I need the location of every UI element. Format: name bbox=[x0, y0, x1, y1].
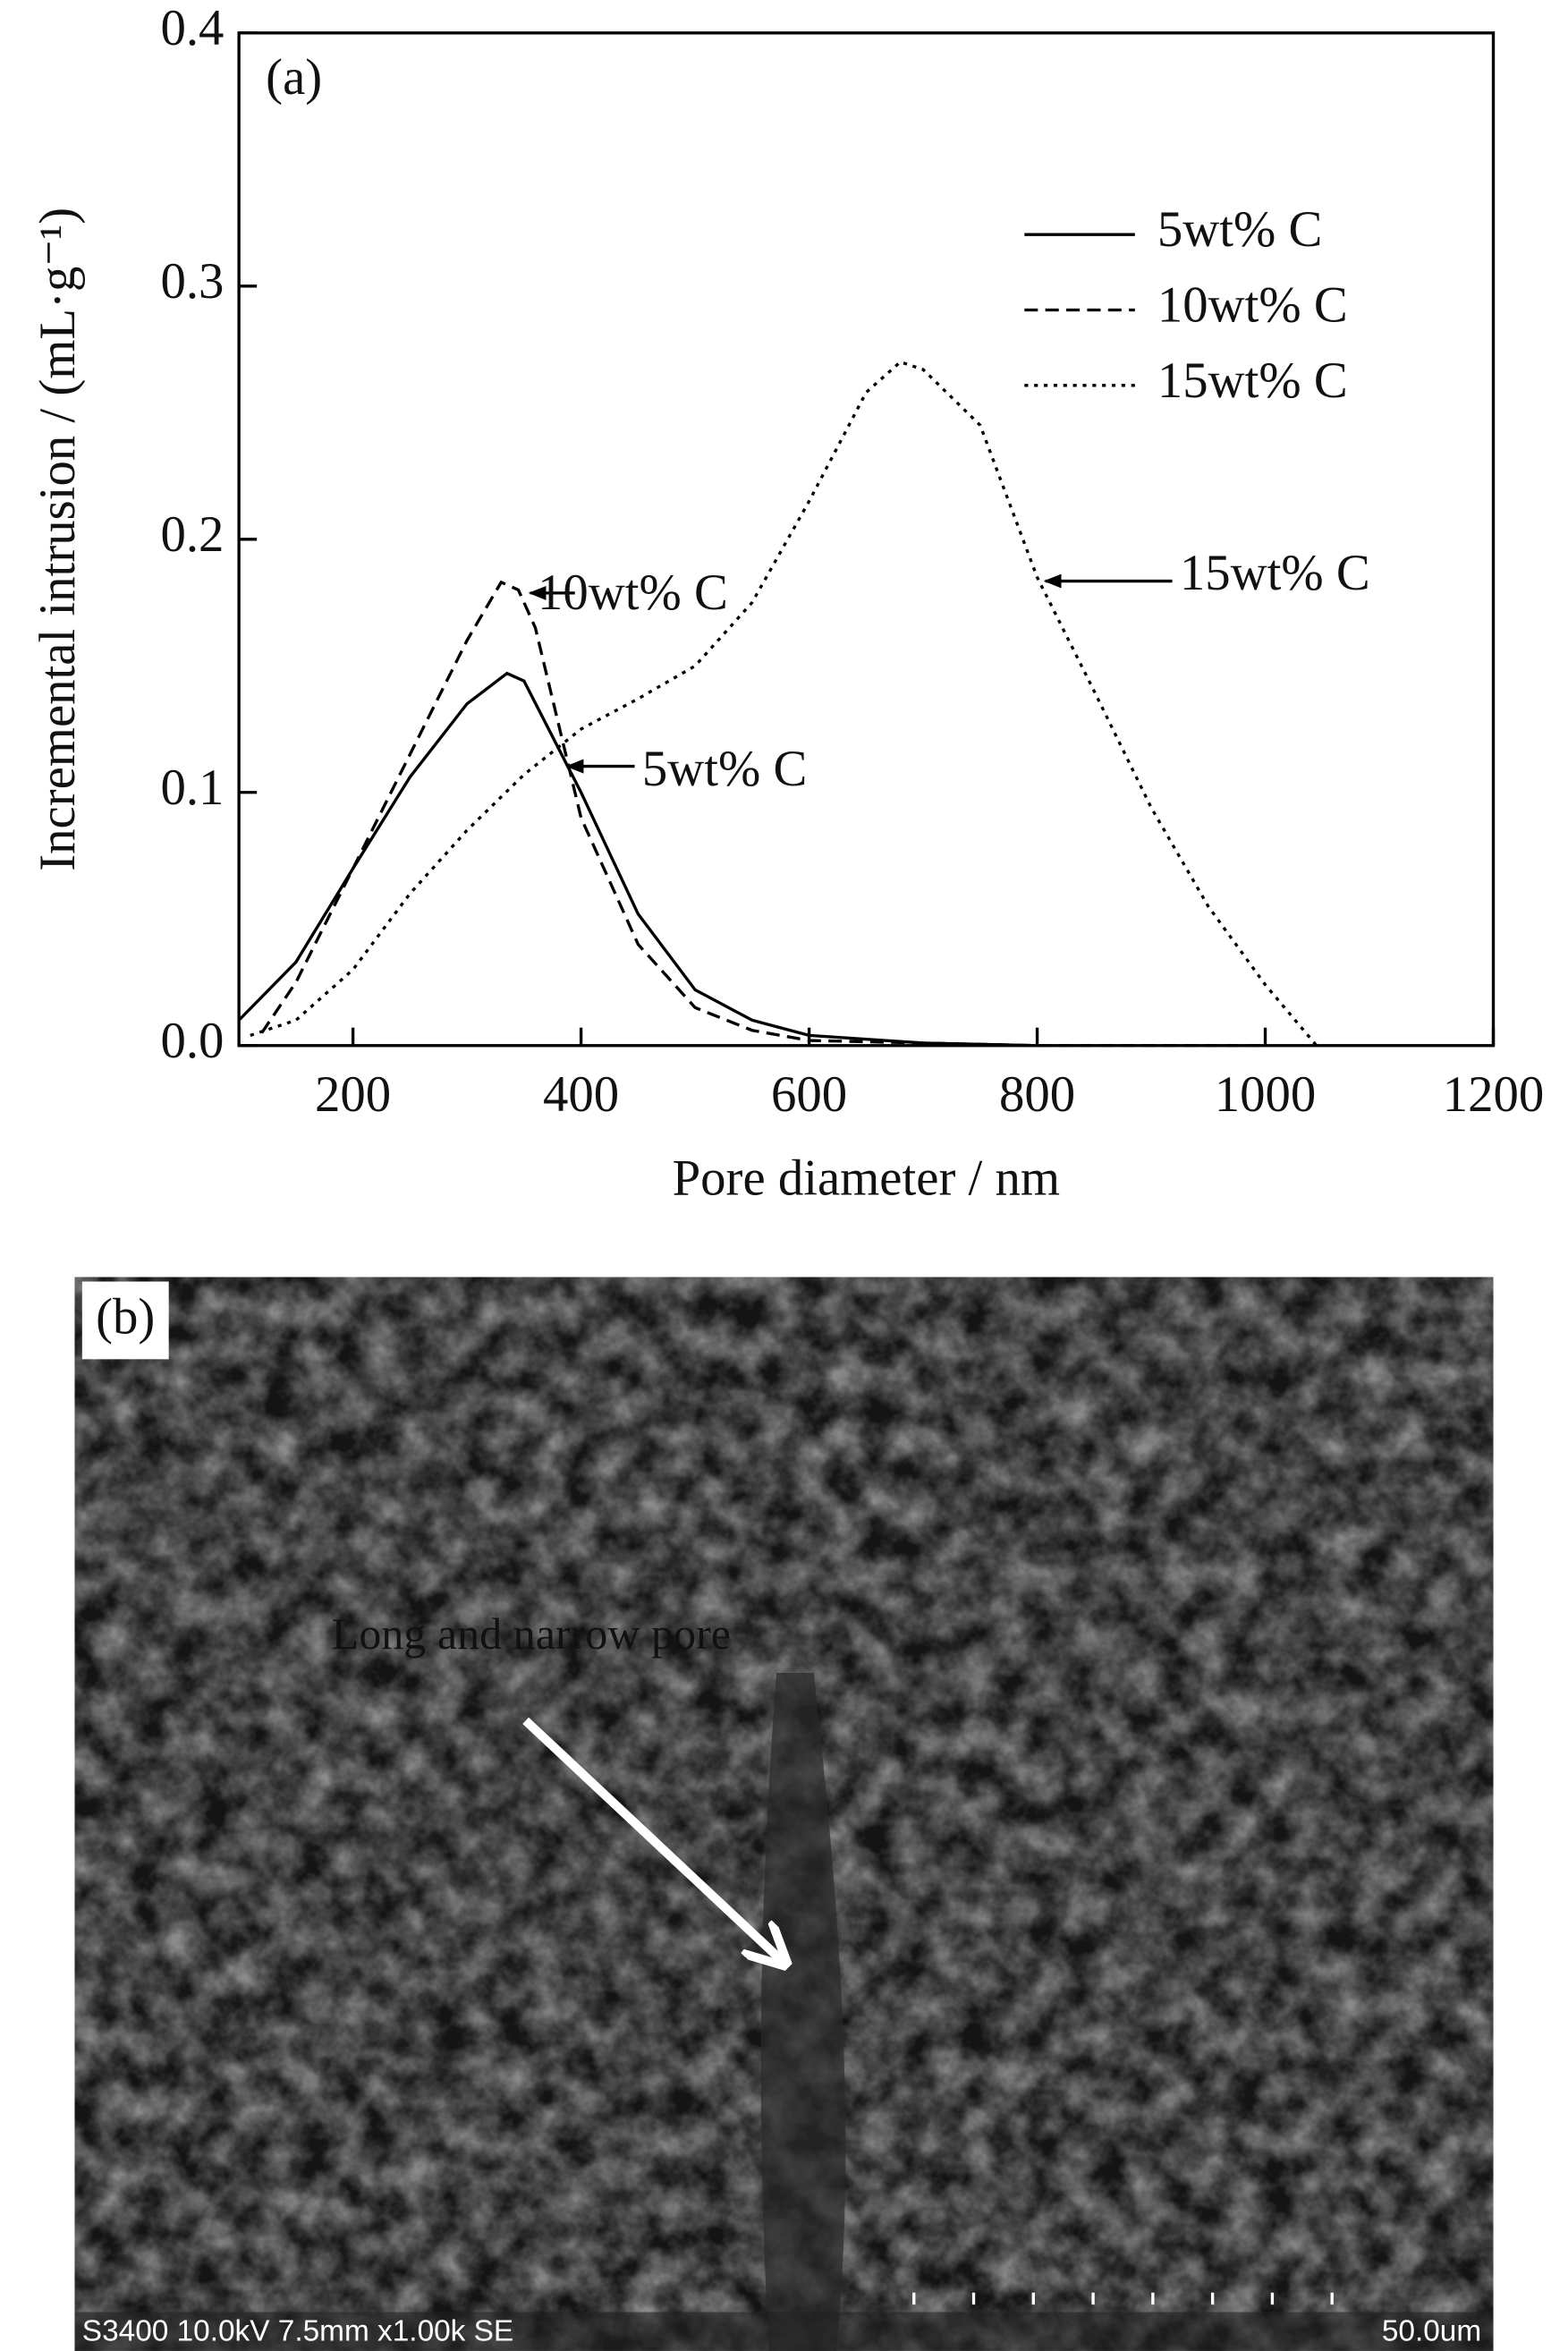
x-tick-label: 1000 bbox=[1215, 1066, 1317, 1123]
legend-label: 10wt% C bbox=[1157, 277, 1348, 334]
x-tick-label: 1200 bbox=[1443, 1066, 1545, 1123]
pore bbox=[760, 1672, 846, 2351]
annotation: 15wt% C bbox=[1180, 545, 1370, 601]
annotation: 10wt% C bbox=[538, 564, 728, 621]
scale-text: 50.0um bbox=[1382, 2315, 1481, 2348]
info-text: S3400 10.0kV 7.5mm x1.00k SE bbox=[82, 2315, 513, 2348]
x-axis-label: Pore diameter / nm bbox=[673, 1150, 1060, 1206]
plot-a: 200 400 600 800 1000 1200 0.0 0.1 0.2 0.3 0.4 Pore … bbox=[30, 0, 1544, 1206]
y-tick-label: 0.3 bbox=[160, 253, 224, 310]
annotation-arrow bbox=[522, 1717, 785, 1964]
y-tick-label: 0.4 bbox=[160, 0, 224, 56]
scale-bar bbox=[912, 2292, 1334, 2305]
y-tick-label: 0.1 bbox=[160, 760, 224, 816]
y-tick-label: 0.0 bbox=[160, 1013, 224, 1069]
y-tick-label: 0.2 bbox=[160, 506, 224, 563]
panel-label-box bbox=[81, 1281, 169, 1360]
series-line bbox=[260, 580, 1266, 1048]
x-tick-label: 800 bbox=[999, 1066, 1075, 1123]
y-axis-label: Incremental intrusion / (mL·g⁻¹) bbox=[30, 208, 86, 871]
annotation: Long and narrow pore bbox=[332, 1608, 731, 1659]
legend-label: 15wt% C bbox=[1157, 352, 1348, 409]
series-line bbox=[237, 671, 1038, 1048]
panel-label: (a) bbox=[266, 49, 322, 106]
x-tick-label: 400 bbox=[543, 1066, 619, 1123]
annotation: 5wt% C bbox=[642, 741, 807, 797]
micrograph: (b) Long and narrow pore S3400 10.0kV 7.… bbox=[74, 1277, 1494, 2351]
panel-label: (b) bbox=[96, 1289, 155, 1345]
x-tick-label: 600 bbox=[771, 1066, 847, 1123]
plot-frame bbox=[237, 31, 1496, 1048]
info-bar bbox=[74, 2312, 1494, 2351]
series-line bbox=[250, 360, 1318, 1047]
x-tick-label: 200 bbox=[315, 1066, 391, 1123]
legend-label: 5wt% C bbox=[1157, 201, 1322, 258]
